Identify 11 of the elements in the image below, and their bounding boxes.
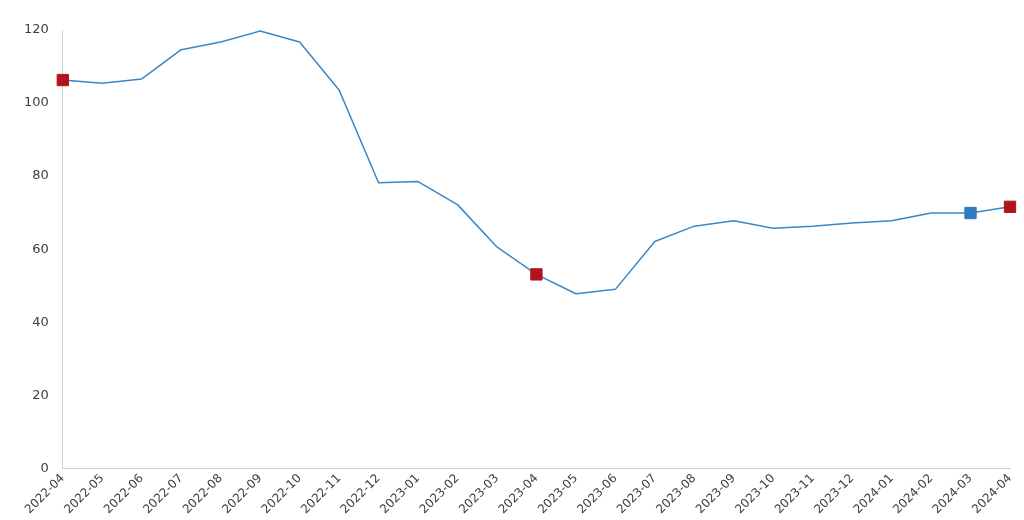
y-tick-label: 60 bbox=[32, 240, 49, 256]
point bbox=[964, 206, 977, 220]
point bbox=[56, 73, 69, 87]
y-tick-label: 20 bbox=[32, 386, 49, 402]
y-tick-label: 80 bbox=[32, 167, 49, 183]
point bbox=[530, 268, 543, 281]
y-tick-label: 0 bbox=[40, 459, 49, 475]
y-tick-label: 120 bbox=[23, 21, 49, 37]
point bbox=[1003, 200, 1017, 213]
y-tick-label: 40 bbox=[32, 313, 49, 329]
y-tick-label: 100 bbox=[23, 94, 49, 110]
